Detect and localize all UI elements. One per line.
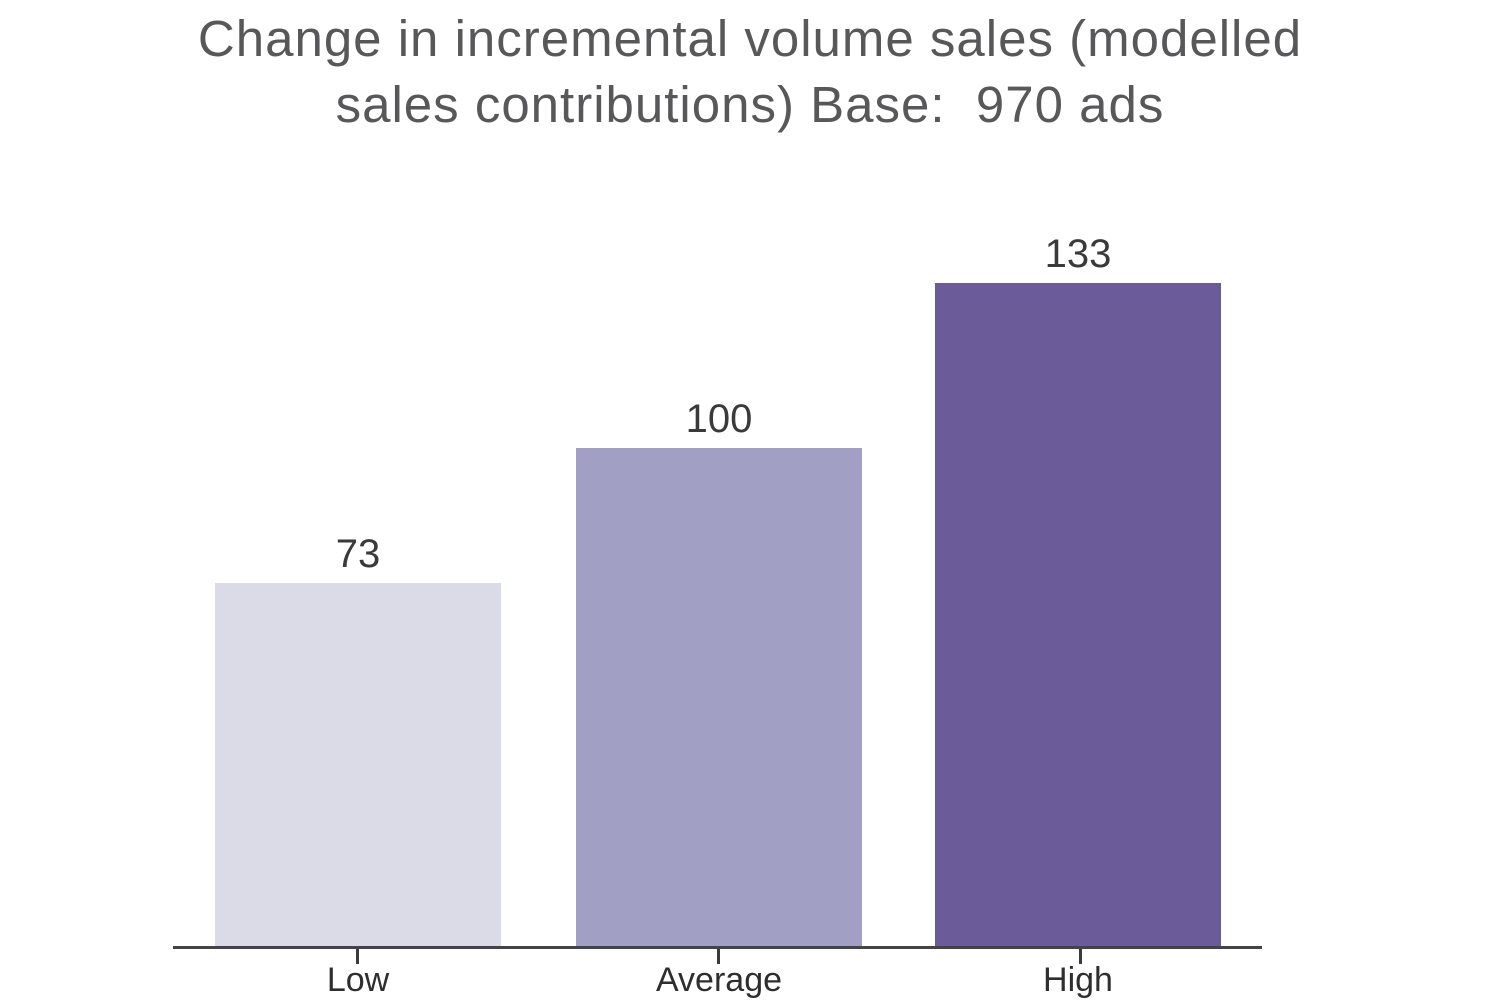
bar-value-label-high: 133 (1044, 232, 1112, 276)
chart-title: Change in incremental volume sales (mode… (0, 6, 1500, 138)
bar-group-low: 73 (215, 534, 501, 948)
bar-value-label-low: 73 (335, 532, 381, 576)
x-axis-tick-average (717, 949, 720, 964)
x-axis-label-high: High (1043, 961, 1113, 999)
bar-high (935, 283, 1221, 948)
bar-low (215, 583, 501, 948)
x-axis-line (173, 946, 1262, 949)
x-axis-tick-high (1079, 949, 1082, 964)
bar-average (576, 448, 862, 948)
chart-title-line-1: Change in incremental volume sales (mode… (197, 10, 1303, 67)
bar-group-average: 100 (576, 399, 862, 948)
x-axis-label-low: Low (326, 961, 390, 999)
bar-value-label-average: 100 (685, 397, 753, 441)
x-axis-tick-low (356, 949, 359, 964)
chart-title-line-2: sales contributions) Base: 970 ads (335, 76, 1165, 133)
bar-group-high: 133 (935, 234, 1221, 948)
x-axis-label-average: Average (655, 961, 783, 999)
